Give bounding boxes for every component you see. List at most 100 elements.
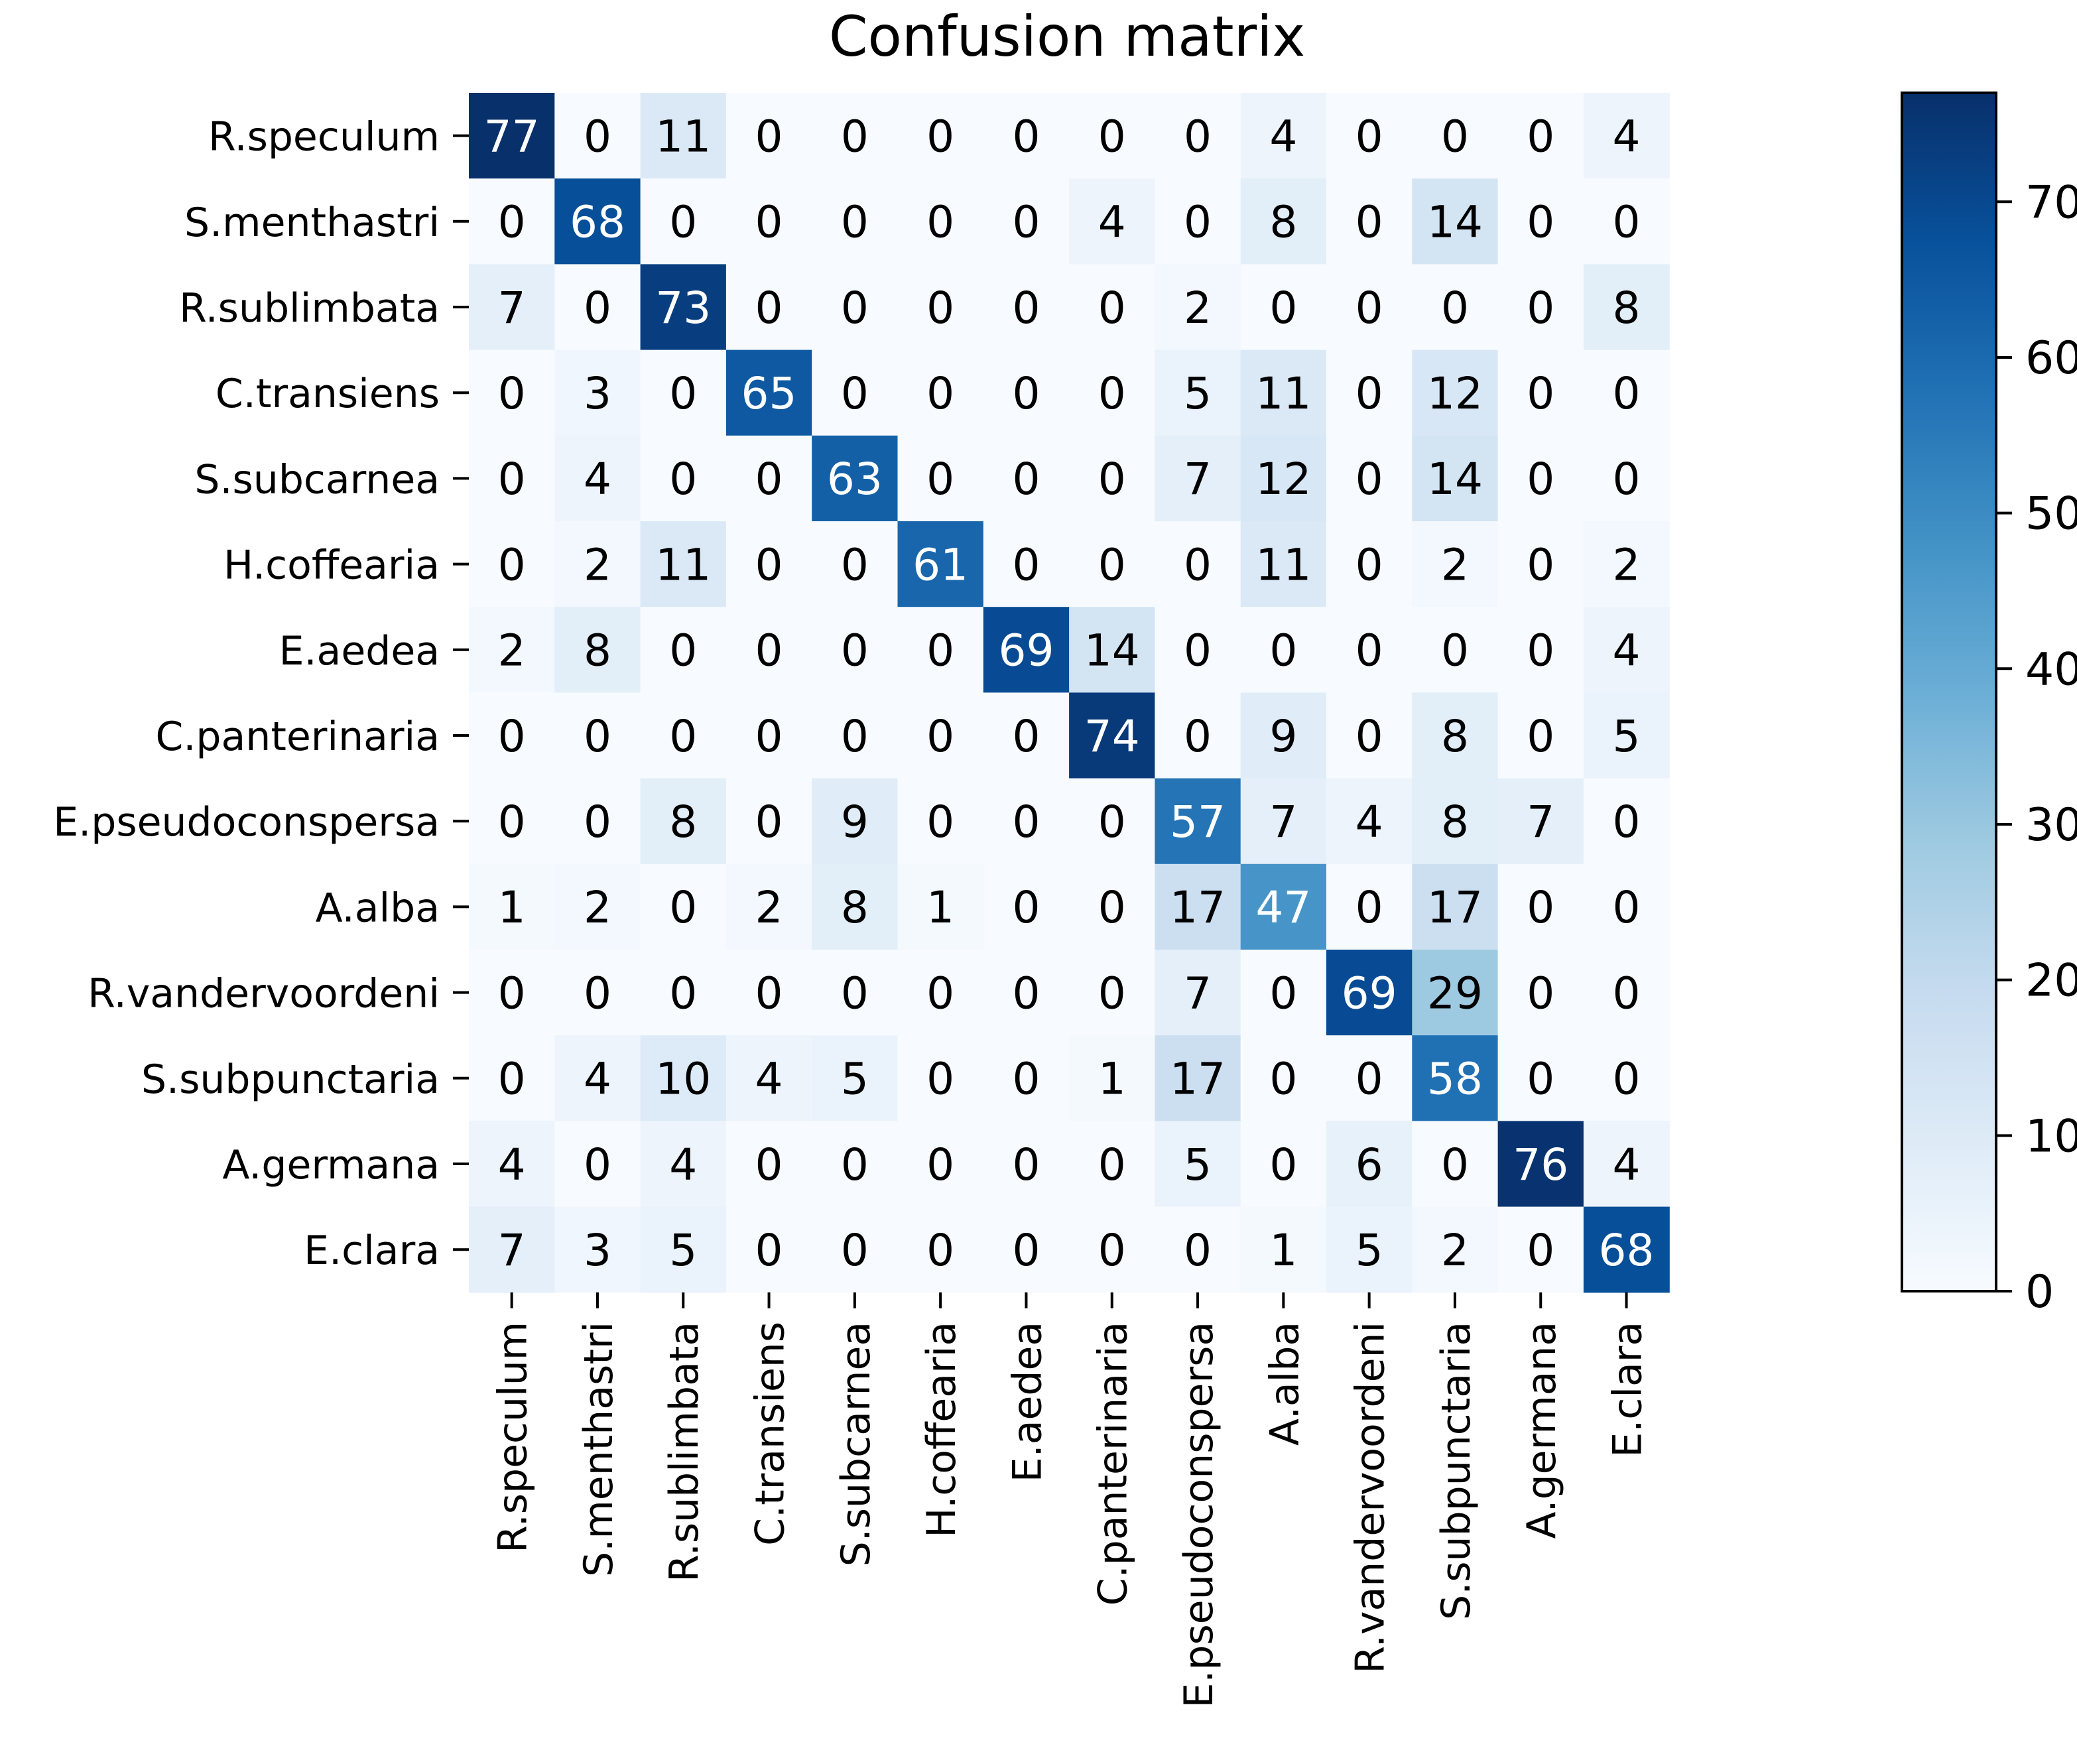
cell-value-label: 17 [1170, 1054, 1226, 1105]
cell-value-label: 0 [926, 1054, 954, 1105]
cell-value-label: 0 [1098, 368, 1126, 419]
cell-value-label: 0 [1527, 882, 1554, 933]
heatmap-cell [1497, 264, 1584, 351]
cell-value-label: 0 [1527, 111, 1554, 162]
cell-value-label: 0 [1098, 796, 1126, 848]
y-tick-label: C.transiens [216, 371, 440, 417]
heatmap-cell [812, 1035, 899, 1121]
heatmap-cell [554, 607, 641, 693]
cell-value-label: 68 [1599, 1225, 1655, 1276]
heatmap-cell [1155, 1206, 1241, 1293]
cell-value-label: 0 [1527, 539, 1554, 590]
cell-value-label: 0 [1527, 968, 1554, 1019]
cell-value-label: 12 [1427, 368, 1483, 419]
cell-value-label: 0 [669, 711, 697, 762]
heatmap-cell [640, 692, 727, 779]
cell-value-label: 3 [584, 1225, 611, 1276]
heatmap-cell [1069, 435, 1155, 522]
cell-value-label: 4 [755, 1054, 783, 1105]
heatmap-cell [1497, 950, 1584, 1036]
heatmap-cell [812, 178, 899, 265]
heatmap-cell [469, 1206, 555, 1293]
cell-value-label: 0 [1527, 711, 1554, 762]
cell-value-label: 0 [1012, 283, 1040, 334]
cell-value-label: 0 [1012, 1225, 1040, 1276]
x-tick-label: R.speculum [490, 1322, 536, 1553]
heatmap-cell [1583, 778, 1670, 865]
cell-value-label: 0 [841, 539, 869, 590]
cell-value-label: 2 [1441, 539, 1469, 590]
cell-value-label: 0 [755, 111, 783, 162]
heatmap-cell [640, 178, 727, 265]
heatmap-cell [812, 349, 899, 436]
heatmap-cell [1155, 349, 1241, 436]
cell-value-label: 0 [1355, 197, 1383, 248]
heatmap-cell [1069, 778, 1155, 865]
cell-value-label: 0 [1269, 283, 1297, 334]
y-tick-label: A.germana [222, 1142, 440, 1188]
cell-value-label: 4 [669, 1139, 697, 1190]
heatmap-cell [1069, 607, 1155, 693]
heatmap-cell [554, 692, 641, 779]
heatmap-cell [1240, 1035, 1327, 1121]
cell-value-label: 5 [1184, 1139, 1212, 1190]
heatmap-cell [1497, 435, 1584, 522]
cell-value-label: 0 [926, 111, 954, 162]
heatmap-cell [725, 778, 812, 865]
heatmap-cell [983, 950, 1070, 1036]
cell-value-label: 4 [584, 454, 611, 505]
heatmap-cell [1240, 349, 1327, 436]
x-tick-label: S.subpunctaria [1433, 1322, 1479, 1620]
cell-value-label: 5 [1184, 368, 1212, 419]
heatmap-cell [1155, 1035, 1241, 1121]
cell-value-label: 11 [655, 539, 711, 590]
cell-value-label: 4 [498, 1139, 526, 1190]
cell-value-label: 4 [1098, 197, 1126, 248]
heatmap-cell [1497, 863, 1584, 950]
cell-value-label: 17 [1427, 882, 1483, 933]
cell-value-label: 0 [1269, 1139, 1297, 1190]
cell-value-label: 14 [1427, 197, 1483, 248]
heatmap-cell [725, 1035, 812, 1121]
x-tick-label: C.panterinaria [1090, 1322, 1137, 1606]
heatmap-cell [1240, 435, 1327, 522]
cell-value-label: 0 [1269, 1054, 1297, 1105]
heatmap-cell [725, 349, 812, 436]
x-tick-label: H.coffearia [918, 1322, 965, 1538]
heatmap-cell [1583, 521, 1670, 607]
heatmap-cell [1326, 778, 1413, 865]
cell-value-label: 0 [1441, 625, 1469, 676]
cell-value-label: 0 [1012, 711, 1040, 762]
heatmap-cell [812, 1206, 899, 1293]
cell-value-label: 0 [841, 197, 869, 248]
cell-value-label: 0 [1527, 625, 1554, 676]
cell-value-label: 0 [841, 1139, 869, 1190]
cell-value-label: 0 [926, 625, 954, 676]
cell-value-label: 2 [584, 882, 611, 933]
cell-value-label: 61 [913, 539, 968, 590]
cell-value-label: 0 [584, 1139, 611, 1190]
heatmap-cell [812, 264, 899, 351]
cell-value-label: 0 [1269, 625, 1297, 676]
heatmap-cell [725, 950, 812, 1036]
cell-value-label: 0 [584, 968, 611, 1019]
heatmap-cell [1069, 1121, 1155, 1208]
heatmap-cell [1326, 435, 1413, 522]
cell-value-label: 0 [1098, 111, 1126, 162]
heatmap-cell [1412, 950, 1499, 1036]
heatmap-cell [469, 93, 555, 179]
heatmap-cell [897, 178, 984, 265]
cell-value-label: 0 [498, 1054, 526, 1105]
heatmap-cell [1326, 692, 1413, 779]
cell-value-label: 0 [1355, 711, 1383, 762]
cell-value-label: 0 [584, 111, 611, 162]
cell-value-label: 63 [827, 454, 883, 505]
heatmap-cell [554, 521, 641, 607]
cell-value-label: 58 [1427, 1054, 1483, 1105]
heatmap-cell [812, 521, 899, 607]
cell-value-label: 0 [1441, 283, 1469, 334]
cell-value-label: 0 [1012, 1139, 1040, 1190]
heatmap-cell [1155, 692, 1241, 779]
heatmap-cell [469, 863, 555, 950]
cell-value-label: 0 [498, 368, 526, 419]
